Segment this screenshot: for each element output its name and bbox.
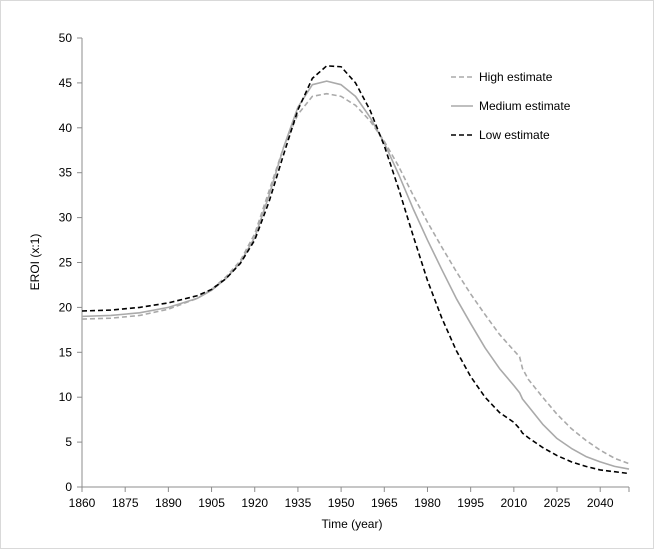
y-axis: 0 5 10 15 20 25 30 35 40 45 50: [59, 31, 83, 494]
x-tick-label: 1980: [414, 496, 441, 510]
y-tick-label: 35: [59, 166, 73, 180]
legend: High estimate Medium estimate Low estimate: [451, 70, 571, 142]
x-tick-label: 1920: [241, 496, 268, 510]
x-tick-label: 1860: [69, 496, 96, 510]
x-tick-label: 2025: [544, 496, 571, 510]
y-tick-label: 30: [59, 211, 73, 225]
x-tick-label: 2010: [500, 496, 527, 510]
legend-label-medium-estimate: Medium estimate: [479, 99, 571, 113]
y-tick-label: 50: [59, 31, 73, 45]
x-tick-label: 1935: [285, 496, 312, 510]
y-axis-title: EROI (x:1): [28, 234, 42, 291]
y-tick-label: 40: [59, 121, 73, 135]
y-tick-label: 20: [59, 300, 73, 314]
y-tick-label: 10: [59, 390, 73, 404]
x-axis: 1860 1875 1890 1905 1920 1935 1950 1965 1980 1995…: [69, 486, 630, 510]
legend-label-low-estimate: Low estimate: [479, 128, 550, 142]
series-layer: [81, 65, 630, 475]
x-tick-label: 1950: [328, 496, 355, 510]
series-line-high-estimate: [81, 92, 630, 465]
x-tick-label: 1890: [155, 496, 182, 510]
y-tick-label: 15: [59, 345, 73, 359]
series-line-medium-estimate: [81, 80, 630, 470]
x-tick-label: 1995: [457, 496, 484, 510]
x-axis-title: Time (year): [322, 517, 383, 531]
x-tick-label: 1965: [371, 496, 398, 510]
x-tick-label: 2040: [587, 496, 614, 510]
y-tick-label: 5: [65, 435, 72, 449]
x-tick-label: 1875: [112, 496, 139, 510]
y-tick-label: 45: [59, 76, 73, 90]
y-tick-label: 25: [59, 256, 73, 270]
legend-label-high-estimate: High estimate: [479, 70, 553, 84]
x-tick-label: 1905: [198, 496, 225, 510]
series-line-low-estimate: [81, 65, 630, 475]
y-tick-label: 0: [65, 480, 72, 494]
